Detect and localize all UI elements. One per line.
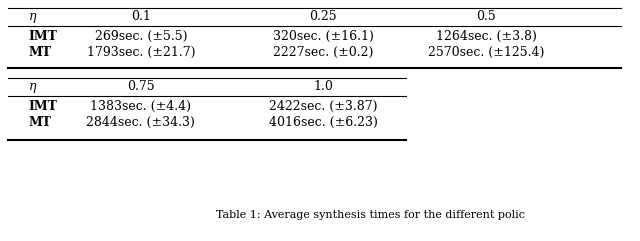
Text: IMT: IMT [29, 30, 58, 43]
Text: MT: MT [29, 116, 52, 129]
Text: 0.75: 0.75 [127, 80, 155, 93]
Text: 2422sec. (±3.87): 2422sec. (±3.87) [269, 100, 378, 113]
Text: 320sec. (±16.1): 320sec. (±16.1) [273, 30, 374, 43]
Text: 0.25: 0.25 [309, 10, 337, 23]
Text: 1.0: 1.0 [313, 80, 333, 93]
Text: 2227sec. (±0.2): 2227sec. (±0.2) [273, 46, 373, 59]
Text: 2844sec. (±34.3): 2844sec. (±34.3) [86, 116, 195, 129]
Text: η: η [29, 10, 36, 23]
Text: Table 1: Average synthesis times for the different polic: Table 1: Average synthesis times for the… [216, 210, 525, 220]
Text: IMT: IMT [29, 100, 58, 113]
Text: 269sec. (±5.5): 269sec. (±5.5) [95, 30, 187, 43]
Text: η: η [29, 80, 36, 93]
Text: MT: MT [29, 46, 52, 59]
Text: 1793sec. (±21.7): 1793sec. (±21.7) [86, 46, 195, 59]
Text: 0.5: 0.5 [477, 10, 496, 23]
Text: 4016sec. (±6.23): 4016sec. (±6.23) [269, 116, 378, 129]
Text: 0.1: 0.1 [131, 10, 151, 23]
Text: 1264sec. (±3.8): 1264sec. (±3.8) [436, 30, 537, 43]
Text: 2570sec. (±125.4): 2570sec. (±125.4) [428, 46, 545, 59]
Text: 1383sec. (±4.4): 1383sec. (±4.4) [90, 100, 191, 113]
